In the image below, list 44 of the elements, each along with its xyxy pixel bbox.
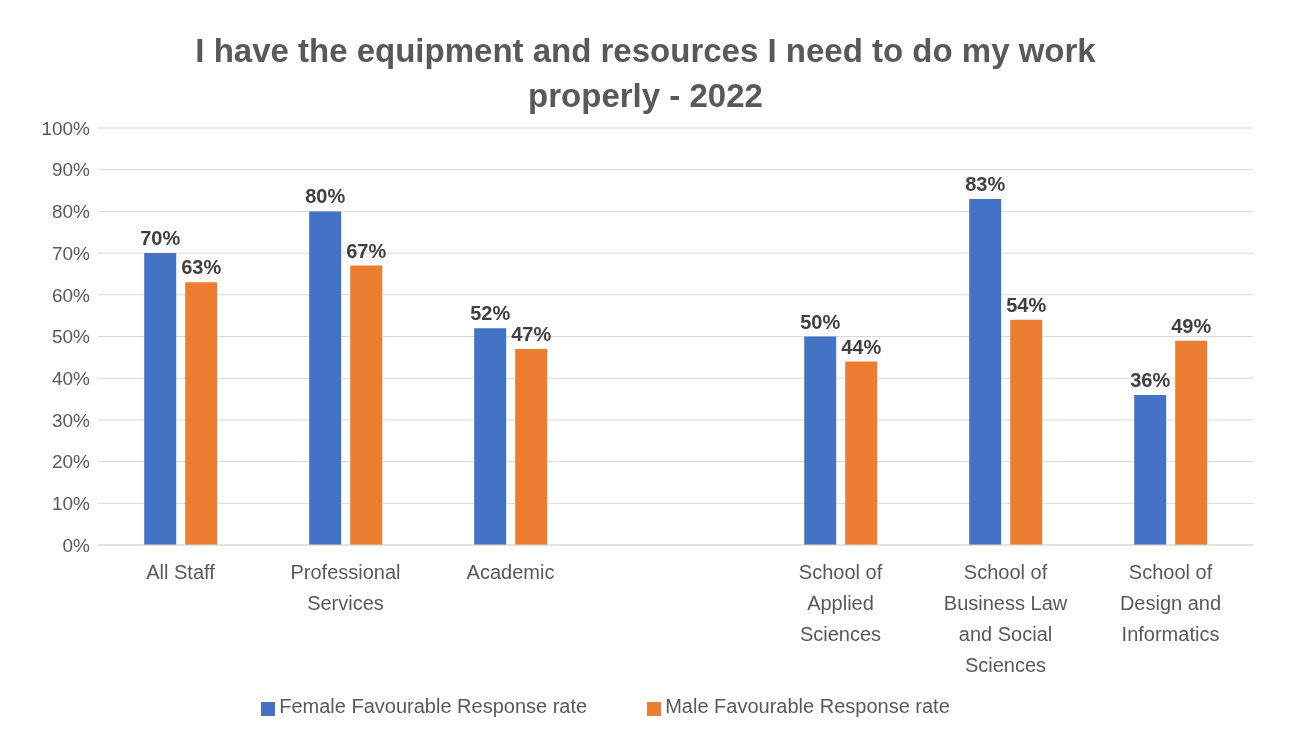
y-tick-label: 90% (51, 159, 91, 181)
data-label: 50% (800, 310, 841, 333)
y-tick-label: 10% (51, 493, 91, 515)
y-tick-label: 40% (51, 367, 91, 389)
data-label: 70% (140, 227, 181, 250)
bar (515, 349, 548, 545)
bar (309, 211, 342, 545)
bar (350, 265, 383, 545)
x-tick-label: All Staff (146, 561, 216, 583)
x-tick-label: School of Business Law and Social Sciences (943, 561, 1068, 676)
data-label: 80% (305, 185, 346, 208)
bar (1175, 340, 1208, 545)
bar (185, 282, 218, 545)
x-tick-label: Academic (466, 561, 555, 583)
legend-label: Male Favourable Response rate (665, 695, 950, 717)
y-tick-label: 0% (62, 534, 91, 556)
data-label: 67% (346, 239, 387, 262)
x-tick-label: School of Applied Sciences (798, 561, 883, 645)
data-label: 36% (1130, 368, 1171, 391)
bar (1134, 394, 1167, 545)
data-label: 83% (965, 172, 1006, 195)
y-tick-label: 50% (51, 326, 91, 348)
bar (1010, 319, 1043, 545)
bar (969, 198, 1002, 545)
chart-title: I have the equipment and resources I need to do my work properly - 2022 (194, 31, 1097, 116)
x-tick-label: School of Design and Informatics (1119, 561, 1222, 645)
y-tick-label: 60% (51, 284, 91, 306)
bar (804, 336, 837, 545)
data-label: 52% (470, 302, 511, 325)
y-tick-label: 70% (51, 242, 91, 264)
data-label: 44% (841, 335, 882, 358)
y-tick-label: 100% (41, 117, 91, 139)
bar (845, 361, 878, 545)
bar (144, 253, 177, 545)
y-tick-label: 30% (51, 409, 91, 431)
data-label: 54% (1006, 293, 1047, 316)
x-tick-label: Professional Services (290, 561, 401, 614)
data-label: 47% (511, 323, 552, 346)
data-label: 49% (1171, 314, 1212, 337)
legend-label: Female Favourable Response rate (279, 695, 588, 717)
y-tick-label: 20% (51, 451, 91, 473)
bar (474, 328, 507, 545)
data-label: 63% (181, 256, 222, 279)
y-tick-label: 80% (51, 201, 91, 223)
